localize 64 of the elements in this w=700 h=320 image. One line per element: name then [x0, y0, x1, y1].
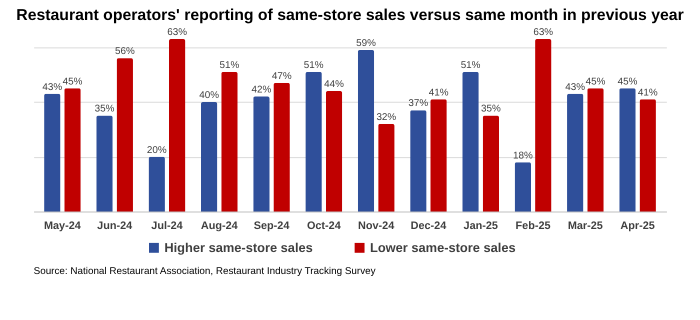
data-label: 63%: [533, 27, 554, 38]
bar: [64, 88, 81, 212]
bar: [44, 94, 60, 212]
bar: [410, 110, 426, 212]
data-label: 45%: [618, 76, 638, 88]
chart-title: Restaurant operators' reporting of same-store sales versus same month in previous year: [16, 7, 684, 24]
bar: [253, 96, 270, 212]
data-label: 51%: [460, 60, 481, 71]
bar: [430, 99, 447, 212]
bar: [587, 88, 604, 212]
data-label: 56%: [114, 46, 135, 58]
bar: [462, 72, 479, 212]
legend-label: Lower same-store sales: [370, 240, 516, 255]
x-tick-label: Apr-25: [620, 220, 655, 232]
bar: [169, 39, 186, 212]
bar: [567, 94, 584, 212]
legend-label: Higher same-store sales: [164, 240, 313, 255]
x-tick-label: Feb-25: [516, 220, 551, 232]
bar: [306, 72, 322, 212]
bar: [148, 156, 165, 212]
bar: [326, 91, 342, 212]
x-tick-label: Nov-24: [358, 220, 394, 232]
x-tick-label: Jul-24: [151, 220, 183, 232]
data-label: 47%: [272, 70, 292, 82]
data-label: 40%: [199, 90, 220, 102]
data-label: 43%: [42, 82, 62, 93]
data-label: 42%: [252, 84, 272, 96]
data-label: 63%: [167, 27, 188, 38]
x-tick-label: Mar-25: [568, 220, 603, 232]
bar: [274, 82, 290, 212]
data-label: 35%: [94, 104, 115, 115]
bar: [96, 116, 113, 212]
bar: [535, 39, 552, 212]
x-tick-label: Jun-24: [97, 220, 132, 232]
data-label: 45%: [586, 76, 606, 88]
bar: [378, 124, 394, 212]
x-tick-label: May-24: [44, 220, 81, 232]
bar: [358, 50, 374, 212]
source-note: Source: National Restaurant Association, Restaurant Industry Tracking Survey: [34, 266, 376, 277]
bar: [619, 88, 636, 212]
bar: [640, 99, 656, 212]
data-label: 44%: [324, 79, 344, 90]
data-label: 32%: [376, 112, 396, 123]
data-label: 45%: [62, 76, 83, 88]
x-tick-label: Dec-24: [410, 220, 446, 232]
data-label: 51%: [220, 60, 240, 71]
data-label: 20%: [146, 144, 167, 156]
bar: [482, 116, 500, 212]
data-label: 51%: [304, 60, 324, 71]
x-tick-label: Aug-24: [200, 220, 238, 232]
bar: [514, 162, 531, 212]
data-label: 18%: [512, 150, 533, 162]
data-label: 37%: [408, 98, 428, 110]
data-label: 59%: [356, 38, 376, 50]
data-label: 41%: [428, 87, 449, 98]
data-label: 41%: [638, 87, 658, 98]
data-label: 35%: [481, 104, 502, 115]
bar: [200, 102, 218, 212]
x-tick-label: Jan-25: [464, 220, 498, 232]
bar: [221, 72, 238, 212]
data-label: 43%: [565, 82, 586, 93]
x-tick-label: Sep-24: [254, 220, 290, 232]
bar: [116, 58, 133, 212]
x-tick-label: Oct-24: [306, 220, 341, 232]
